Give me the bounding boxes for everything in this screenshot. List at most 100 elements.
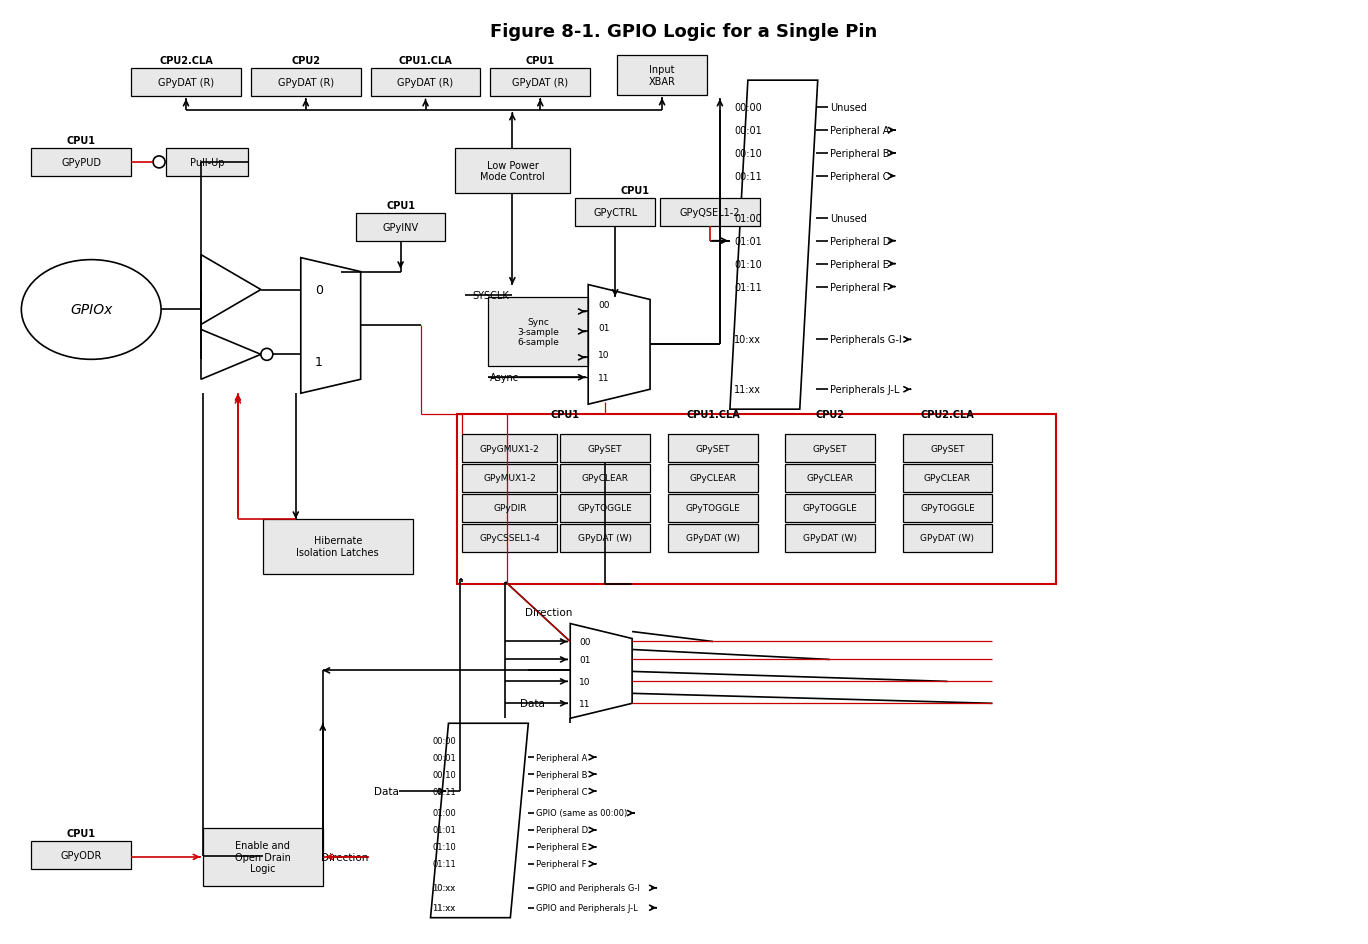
FancyBboxPatch shape <box>561 434 650 463</box>
FancyBboxPatch shape <box>31 149 131 177</box>
Text: Peripheral D: Peripheral D <box>536 826 588 834</box>
Text: GPyDAT (W): GPyDAT (W) <box>579 533 632 543</box>
Text: 01:11: 01:11 <box>733 282 762 293</box>
FancyBboxPatch shape <box>131 69 241 97</box>
Text: Peripherals J-L: Peripherals J-L <box>830 385 899 395</box>
Text: Pull-Up: Pull-Up <box>190 158 224 168</box>
Text: GPyDAT (W): GPyDAT (W) <box>803 533 856 543</box>
Text: 00:01: 00:01 <box>432 753 457 762</box>
Text: GPySET: GPySET <box>696 444 731 453</box>
Text: 10: 10 <box>598 350 610 360</box>
Text: GPyCLEAR: GPyCLEAR <box>581 474 629 483</box>
Text: CPU1: CPU1 <box>621 186 650 195</box>
Text: 11: 11 <box>580 700 591 708</box>
FancyBboxPatch shape <box>659 198 759 227</box>
FancyBboxPatch shape <box>561 464 650 493</box>
Text: 01:01: 01:01 <box>733 236 762 246</box>
Text: Input
XBAR: Input XBAR <box>648 65 676 87</box>
FancyBboxPatch shape <box>668 434 758 463</box>
Text: Sync
3-sample
6-sample: Sync 3-sample 6-sample <box>517 317 560 347</box>
Text: 01:00: 01:00 <box>733 213 762 224</box>
Text: Unused: Unused <box>830 103 866 113</box>
Text: 00:00: 00:00 <box>432 736 457 745</box>
Text: GPySET: GPySET <box>930 444 964 453</box>
Text: GPyCLEAR: GPyCLEAR <box>689 474 736 483</box>
Text: GPyTOGGLE: GPyTOGGLE <box>685 504 740 513</box>
Text: 11:xx: 11:xx <box>432 903 456 912</box>
Text: 00:01: 00:01 <box>733 126 762 136</box>
FancyBboxPatch shape <box>31 841 131 868</box>
Text: GPyPUD: GPyPUD <box>62 158 101 168</box>
Text: 10:xx: 10:xx <box>733 335 761 345</box>
Text: GPyDAT (W): GPyDAT (W) <box>921 533 974 543</box>
Text: 00:00: 00:00 <box>733 103 762 113</box>
Text: GPyDAT (R): GPyDAT (R) <box>512 78 568 88</box>
FancyBboxPatch shape <box>263 519 413 574</box>
Text: GPyDAT (R): GPyDAT (R) <box>398 78 454 88</box>
FancyBboxPatch shape <box>462 495 557 522</box>
Text: CPU2: CPU2 <box>815 410 844 420</box>
FancyBboxPatch shape <box>356 213 446 242</box>
FancyBboxPatch shape <box>462 464 557 493</box>
Text: Peripherals G-I: Peripherals G-I <box>830 335 902 345</box>
FancyBboxPatch shape <box>785 464 874 493</box>
Text: GPyGMUX1-2: GPyGMUX1-2 <box>480 444 540 453</box>
Text: CPU1: CPU1 <box>386 200 415 211</box>
Text: CPU1: CPU1 <box>67 828 96 838</box>
Text: 11: 11 <box>598 374 610 382</box>
Text: CPU2.CLA: CPU2.CLA <box>921 410 974 420</box>
Text: Async: Async <box>490 373 520 383</box>
FancyBboxPatch shape <box>488 297 588 367</box>
Text: 10:xx: 10:xx <box>432 884 456 892</box>
FancyBboxPatch shape <box>561 524 650 552</box>
Text: GPyDIR: GPyDIR <box>492 504 527 513</box>
FancyBboxPatch shape <box>456 149 570 194</box>
Text: GPyCTRL: GPyCTRL <box>592 208 637 217</box>
Text: GPIO and Peripherals J-L: GPIO and Peripherals J-L <box>536 903 637 912</box>
FancyBboxPatch shape <box>903 464 992 493</box>
FancyBboxPatch shape <box>490 69 590 97</box>
Text: GPyTOGGLE: GPyTOGGLE <box>921 504 975 513</box>
Text: Direction: Direction <box>525 607 573 617</box>
Text: 00:10: 00:10 <box>733 149 762 159</box>
Text: Peripheral E: Peripheral E <box>536 842 587 851</box>
Text: Hibernate
Isolation Latches: Hibernate Isolation Latches <box>297 536 379 558</box>
Text: GPyINV: GPyINV <box>383 223 419 232</box>
Text: 00: 00 <box>598 301 610 310</box>
Text: Data: Data <box>373 786 398 796</box>
Text: GPyCLEAR: GPyCLEAR <box>923 474 971 483</box>
Text: GPySET: GPySET <box>588 444 622 453</box>
Text: GPyDAT (R): GPyDAT (R) <box>157 78 213 88</box>
FancyBboxPatch shape <box>785 495 874 522</box>
Text: Peripheral F: Peripheral F <box>536 859 587 868</box>
Text: 01:00: 01:00 <box>432 809 457 818</box>
Text: 10: 10 <box>580 677 591 686</box>
FancyBboxPatch shape <box>462 524 557 552</box>
Text: GPyMUX1-2: GPyMUX1-2 <box>483 474 536 483</box>
Text: 0: 0 <box>315 284 323 296</box>
Text: Peripheral C: Peripheral C <box>536 786 588 796</box>
Text: 01:10: 01:10 <box>733 260 762 269</box>
Text: Peripheral B: Peripheral B <box>536 769 588 779</box>
FancyBboxPatch shape <box>371 69 480 97</box>
Text: Unused: Unused <box>830 213 866 224</box>
Text: Peripheral A: Peripheral A <box>536 753 588 762</box>
Text: GPyDAT (R): GPyDAT (R) <box>278 78 334 88</box>
Text: 00:11: 00:11 <box>432 786 457 796</box>
Text: GPIO and Peripherals G-I: GPIO and Peripherals G-I <box>536 884 640 892</box>
Text: 00: 00 <box>580 637 591 647</box>
FancyBboxPatch shape <box>668 464 758 493</box>
Text: 01:11: 01:11 <box>432 859 457 868</box>
Text: SYSCLK: SYSCLK <box>472 290 509 300</box>
Text: 11:xx: 11:xx <box>432 903 456 912</box>
Text: 10:xx: 10:xx <box>432 884 456 892</box>
Text: CPU1: CPU1 <box>551 410 580 420</box>
Text: CPU1.CLA: CPU1.CLA <box>398 56 453 66</box>
FancyBboxPatch shape <box>617 56 707 96</box>
Text: CPU1: CPU1 <box>525 56 555 66</box>
Text: GPySET: GPySET <box>813 444 847 453</box>
Text: CPU1.CLA: CPU1.CLA <box>687 410 740 420</box>
FancyBboxPatch shape <box>561 495 650 522</box>
FancyBboxPatch shape <box>903 434 992 463</box>
Text: GPyDAT (W): GPyDAT (W) <box>685 533 740 543</box>
